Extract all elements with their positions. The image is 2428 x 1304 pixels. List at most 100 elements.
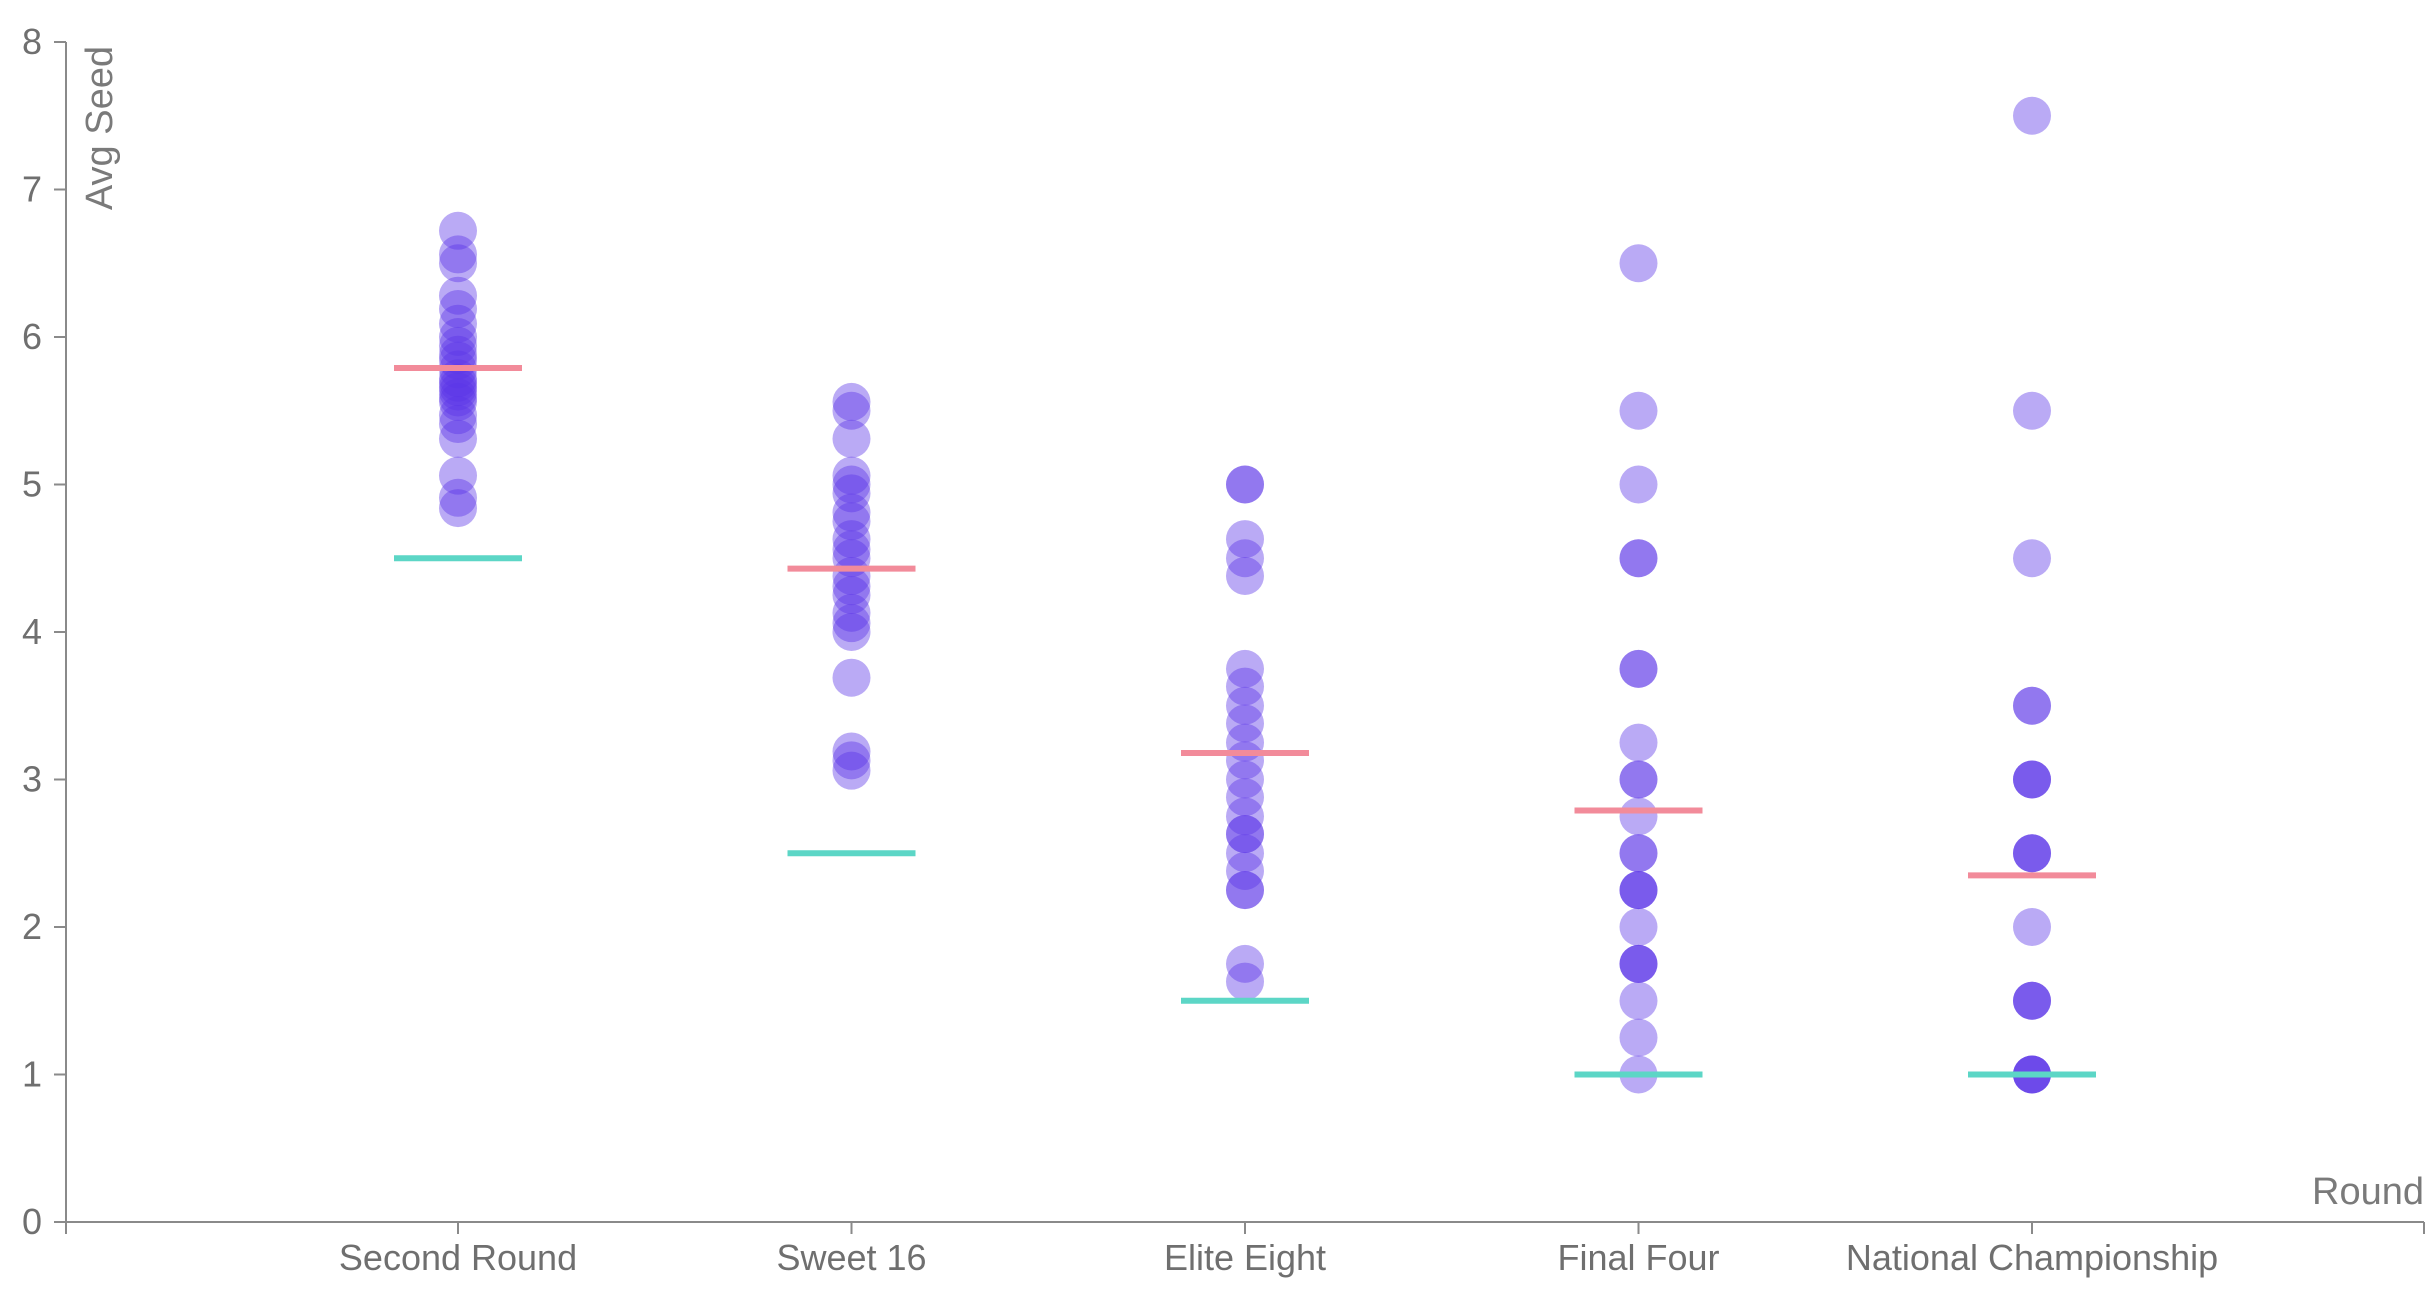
data-point bbox=[1619, 391, 1658, 430]
data-point bbox=[832, 502, 871, 541]
data-point bbox=[832, 391, 871, 430]
data-point bbox=[832, 567, 871, 606]
data-point bbox=[1226, 778, 1264, 817]
data-point bbox=[439, 382, 477, 421]
x-tick-label: Sweet 16 bbox=[776, 1237, 926, 1278]
data-point bbox=[1226, 871, 1264, 910]
data-point bbox=[439, 276, 477, 315]
data-point bbox=[2013, 981, 2051, 1020]
data-point bbox=[1226, 815, 1264, 854]
data-point bbox=[439, 326, 477, 365]
data-point bbox=[1619, 944, 1658, 983]
data-point bbox=[439, 235, 477, 274]
data-point bbox=[2013, 908, 2051, 946]
data-point bbox=[1226, 944, 1264, 983]
x-tick-label: Elite Eight bbox=[1164, 1237, 1326, 1278]
data-point bbox=[439, 289, 477, 328]
data-point bbox=[2013, 834, 2051, 873]
data-point bbox=[832, 732, 871, 771]
y-tick-label: 1 bbox=[22, 1054, 42, 1095]
y-tick-label: 0 bbox=[22, 1201, 42, 1242]
data-point bbox=[1619, 981, 1658, 1020]
data-point bbox=[1226, 704, 1264, 743]
data-point bbox=[439, 318, 477, 356]
data-point bbox=[1619, 797, 1658, 836]
data-point bbox=[1226, 851, 1264, 890]
data-point bbox=[439, 378, 477, 417]
data-point bbox=[832, 382, 871, 421]
data-point bbox=[1226, 797, 1264, 836]
data-point bbox=[1619, 944, 1658, 983]
data-point bbox=[832, 613, 871, 651]
x-ticks: Second Round Sweet 16 Elite Eight Final Fou… bbox=[65, 1222, 2425, 1278]
y-tick-label: 6 bbox=[22, 316, 42, 357]
data-point bbox=[439, 372, 477, 411]
y-tick-label: 7 bbox=[22, 169, 42, 210]
data-point bbox=[832, 751, 871, 790]
data-point bbox=[439, 489, 477, 528]
data-point bbox=[1226, 649, 1264, 688]
data-point bbox=[1226, 760, 1264, 799]
data-point bbox=[1226, 667, 1264, 706]
x-tick-label: National Championship bbox=[1846, 1237, 2218, 1278]
data-point bbox=[832, 465, 871, 504]
data-point bbox=[832, 576, 871, 615]
x-axis: Second Round Sweet 16 Elite Eight Final Fou… bbox=[65, 1171, 2425, 1278]
data-point bbox=[2013, 834, 2051, 873]
round-group bbox=[1968, 96, 2096, 1094]
y-tick-label: 4 bbox=[22, 611, 42, 652]
data-point bbox=[832, 456, 871, 495]
data-point bbox=[832, 593, 871, 632]
data-point bbox=[1619, 760, 1658, 799]
data-point bbox=[832, 530, 871, 569]
data-point bbox=[2013, 981, 2051, 1020]
data-point bbox=[2013, 539, 2051, 578]
x-tick-label: Final Four bbox=[1557, 1237, 1719, 1278]
x-axis-title: Round bbox=[2312, 1171, 2424, 1213]
data-point bbox=[1619, 871, 1658, 910]
data-point bbox=[1226, 962, 1264, 1001]
round-group bbox=[394, 211, 522, 562]
data-point bbox=[439, 211, 477, 250]
data-point bbox=[1619, 465, 1658, 504]
y-tick-label: 8 bbox=[22, 21, 42, 62]
data-point bbox=[439, 456, 477, 495]
data-point bbox=[1619, 244, 1658, 283]
data-point bbox=[1619, 908, 1658, 946]
data-point bbox=[2013, 686, 2051, 725]
data-point bbox=[1619, 871, 1658, 910]
data-point bbox=[1619, 539, 1658, 578]
data-point bbox=[2013, 760, 2051, 799]
y-ticks: 0 1 2 3 4 5 6 7 8 bbox=[22, 21, 66, 1242]
y-tick-label: 5 bbox=[22, 464, 42, 505]
data-point bbox=[1226, 871, 1264, 910]
data-point bbox=[1619, 1018, 1658, 1057]
chart-marks bbox=[394, 96, 2096, 1094]
data-point bbox=[1226, 539, 1264, 578]
data-point bbox=[2013, 96, 2051, 135]
data-point bbox=[1226, 834, 1264, 873]
data-point bbox=[832, 493, 871, 532]
round-group bbox=[1181, 465, 1309, 1004]
data-point bbox=[1619, 834, 1658, 873]
data-point bbox=[832, 658, 871, 697]
y-axis-title: Avg Seed bbox=[79, 46, 121, 210]
data-point bbox=[1619, 649, 1658, 688]
data-point bbox=[1226, 520, 1264, 559]
data-point bbox=[2013, 760, 2051, 799]
y-tick-label: 3 bbox=[22, 759, 42, 800]
round-group bbox=[1574, 244, 1703, 1094]
y-tick-label: 2 bbox=[22, 906, 42, 947]
data-point bbox=[1226, 686, 1264, 725]
data-point bbox=[1619, 723, 1658, 762]
data-point bbox=[1226, 465, 1264, 504]
data-point bbox=[439, 244, 477, 283]
data-point bbox=[2013, 981, 2051, 1020]
data-point bbox=[1226, 465, 1264, 504]
data-point bbox=[439, 478, 477, 517]
data-point bbox=[1619, 834, 1658, 873]
data-point bbox=[2013, 391, 2051, 430]
data-point bbox=[439, 396, 477, 435]
data-point bbox=[2013, 760, 2051, 799]
